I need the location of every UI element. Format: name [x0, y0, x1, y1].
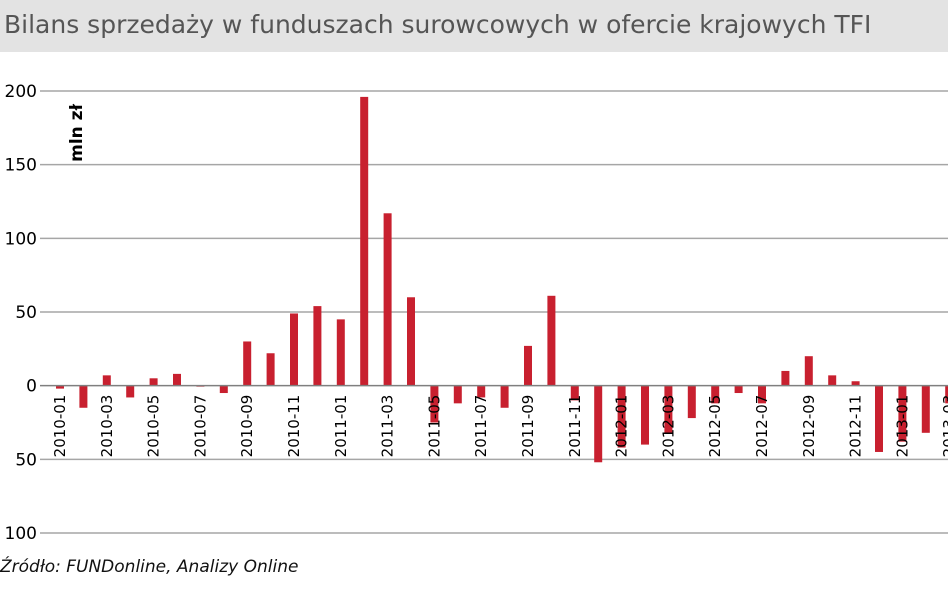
x-tick-label: 2010-11 [285, 395, 303, 458]
x-tick-label: 2010-01 [51, 395, 69, 458]
bar-2012-05 [711, 385, 720, 404]
title-bar: Bilans sprzedaży w funduszach surowcowyc… [0, 0, 948, 52]
bar-2012-09 [804, 356, 813, 386]
bar-2010-10 [266, 353, 275, 386]
x-tick-label: 2010-05 [145, 395, 163, 458]
x-tick-label: 2012-05 [706, 395, 724, 458]
x-tick-label: 2011-05 [425, 395, 443, 458]
y-axis-label: mln zł [67, 103, 87, 161]
bar-2012-07 [758, 385, 766, 404]
bar-2012-02 [641, 385, 649, 445]
bar-2010-02 [79, 385, 88, 408]
bar-2012-01 [617, 385, 626, 448]
bar-2011-07 [477, 385, 486, 398]
x-tick-label: 2013-01 [893, 395, 911, 458]
x-tick-label: 2011-01 [332, 395, 350, 458]
bar-2011-02 [360, 96, 369, 386]
bar-2013-02 [921, 385, 930, 433]
x-tick-label: 2010-09 [238, 395, 256, 458]
x-tick-label: 2012-01 [613, 395, 631, 458]
bar-2010-04 [126, 385, 135, 398]
gridlines [40, 90, 948, 534]
bar-2011-10 [547, 295, 556, 386]
bar-2012-11 [851, 381, 860, 386]
y-tick-label: 50 [15, 303, 37, 323]
bar-2011-12 [594, 385, 603, 463]
bar-2013-03 [945, 385, 948, 404]
bar-2010-12 [313, 306, 322, 386]
x-tick-label: 2012-11 [847, 395, 865, 458]
x-tick-label: 2011-11 [566, 395, 584, 458]
bar-2012-06 [734, 385, 743, 394]
bar-2013-01 [898, 385, 907, 442]
x-tick-label: 2011-07 [472, 395, 490, 458]
bar-2011-11 [570, 385, 579, 401]
bar-2010-06 [173, 373, 181, 386]
bar-2012-10 [828, 375, 837, 386]
bar-2010-08 [219, 385, 228, 394]
x-tick-label: 2011-09 [519, 395, 537, 458]
bar-2010-09 [243, 341, 252, 386]
bars [56, 96, 948, 463]
bar-2010-03 [102, 375, 111, 386]
x-tick-label: 2011-03 [379, 395, 397, 458]
x-ticks: 2010-01 2010-03 2010-05 2010-07 2010-09 2010-… [51, 395, 948, 458]
x-tick-label: 2013-03 [940, 395, 948, 458]
source-note: Źródło: FUNDonline, Analizy Online [0, 557, 299, 577]
bar-2012-12 [875, 385, 883, 452]
bar-2012-03 [664, 385, 673, 433]
bar-2011-01 [336, 319, 345, 386]
bar-2010-05 [149, 378, 158, 386]
bar-2010-01 [56, 385, 64, 389]
x-tick-label: 2012-03 [659, 395, 677, 458]
y-tick-label: 100 [5, 524, 37, 544]
x-tick-label: 2012-07 [753, 395, 771, 458]
y-tick-label: 50 [15, 450, 37, 470]
chart-title: Bilans sprzedaży w funduszach surowcowyc… [4, 10, 872, 39]
bar-2011-08 [500, 385, 509, 408]
bar-2011-05 [430, 385, 439, 423]
bar-2011-04 [407, 297, 415, 386]
y-tick-label: 0 [26, 377, 37, 397]
y-ticks: 100 50 0 50 100 150 200 [5, 82, 37, 544]
y-tick-label: 100 [5, 229, 37, 249]
bar-2011-03 [383, 213, 392, 386]
y-tick-label: 150 [5, 156, 37, 176]
bar-2011-06 [453, 385, 462, 404]
y-tick-label: 200 [5, 82, 37, 102]
bar-2012-08 [781, 370, 790, 386]
x-tick-label: 2010-07 [191, 395, 209, 458]
x-tick-label: 2010-03 [98, 395, 116, 458]
x-tick-label: 2012-09 [800, 395, 818, 458]
bar-2012-04 [687, 385, 696, 419]
bar-2011-09 [524, 345, 532, 386]
bar-2010-11 [290, 313, 298, 386]
